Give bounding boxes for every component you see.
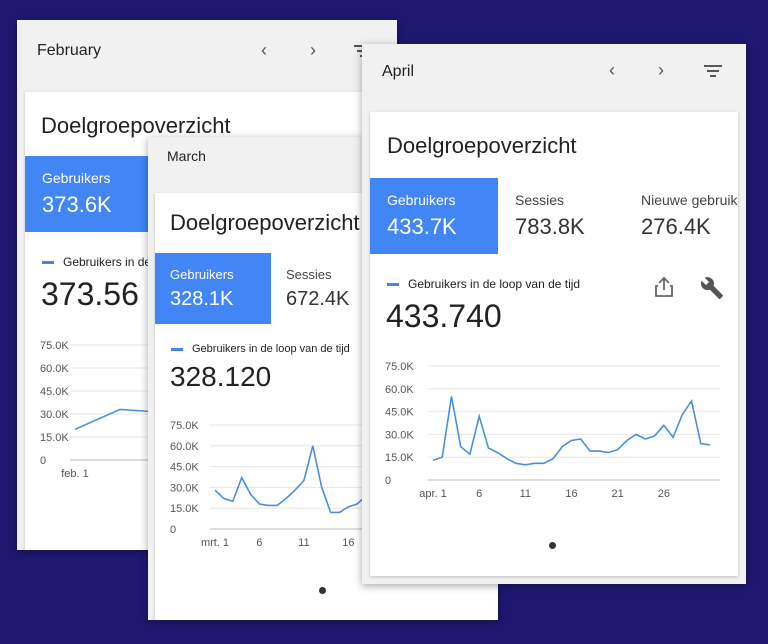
legend-label: Gebruikers in de loop van de tijd (192, 343, 350, 355)
users-line-chart: 75.0K 60.0K 45.0K 30.0K 15.0K 0 apr. 1 6 11 16 21 2… (385, 361, 720, 500)
legend-label: Gebruikers in de loop van de tijd (408, 277, 581, 291)
x-tick-label: 6 (256, 537, 262, 549)
y-tick-label: 30.0K (170, 482, 199, 494)
card-title: Doelgroepoverzicht (387, 133, 577, 158)
series-line-users (214, 445, 376, 514)
card-title: Doelgroepoverzicht (170, 210, 360, 235)
tab-label: Sessies (515, 192, 565, 208)
x-tick-label: 11 (520, 488, 531, 500)
metric-value: 373.56 (41, 276, 139, 312)
february-header: February ‹ › (17, 20, 397, 85)
y-tick-label: 60.0K (385, 384, 414, 396)
month-label: February (37, 42, 102, 59)
x-tick-label: 11 (298, 537, 309, 549)
tab-value: 373.6K (42, 192, 112, 217)
page-indicator-dot[interactable] (319, 587, 326, 594)
tab-users[interactable]: Gebruikers 433.7K (370, 178, 498, 254)
x-tick-label: 26 (658, 488, 670, 500)
metric-value: 433.740 (386, 298, 502, 334)
y-tick-label: 15.0K (385, 452, 414, 464)
y-tick-label: 60.0K (40, 363, 69, 375)
x-tick-label: apr. 1 (419, 488, 447, 500)
chevron-right-icon[interactable]: › (658, 60, 664, 80)
y-tick-label: 75.0K (40, 340, 69, 352)
card-title: Doelgroepoverzicht (41, 113, 231, 138)
april-panel: April ‹ › Doelgroepoverzicht Gebruikers … (362, 44, 746, 584)
share-icon[interactable] (654, 276, 674, 298)
y-tick-label: 15.0K (40, 432, 69, 444)
y-tick-label: 30.0K (385, 429, 414, 441)
x-tick-label: mrt. 1 (201, 537, 229, 549)
tab-value: 672.4K (286, 288, 350, 310)
tab-value: 433.7K (387, 214, 457, 239)
tab-label: Gebruikers (42, 170, 111, 186)
tab-sessions[interactable]: Sessies 783.8K (498, 178, 624, 254)
x-tick-label: 6 (476, 488, 482, 500)
legend-swatch (387, 282, 399, 286)
y-tick-label: 75.0K (385, 361, 414, 373)
series-line-users (432, 396, 711, 466)
legend-swatch (42, 260, 54, 264)
y-tick-label: 0 (40, 455, 46, 467)
y-tick-label: 75.0K (170, 420, 199, 432)
chevron-left-icon[interactable]: ‹ (261, 40, 267, 60)
y-tick-label: 0 (385, 475, 391, 487)
month-label: March (167, 148, 206, 164)
y-tick-label: 45.0K (170, 462, 199, 474)
users-line-chart: 75.0K 60.0K 45.0K 30.0K 15.0K 0 mrt. 1 6 11 16 (170, 420, 498, 549)
x-tick-label: feb. 1 (61, 468, 89, 480)
wrench-icon[interactable] (700, 276, 724, 300)
y-tick-label: 45.0K (385, 407, 414, 419)
chart-legend: Gebruikers in de loop van de tijd (171, 343, 350, 355)
tab-label: Gebruikers (387, 192, 456, 208)
tab-label: Sessies (286, 267, 332, 282)
tab-value: 328.1K (170, 288, 234, 310)
tab-label: Nieuwe gebruik (641, 192, 738, 208)
filter-icon[interactable] (703, 62, 723, 80)
tab-label: Gebruikers (170, 267, 234, 282)
month-label: April (382, 63, 415, 80)
page-indicator-dot[interactable] (549, 542, 556, 549)
legend-swatch (171, 347, 183, 351)
x-tick-label: 21 (612, 488, 624, 500)
march-header: March (148, 137, 498, 187)
y-tick-label: 15.0K (170, 503, 199, 515)
x-tick-label: 16 (565, 488, 577, 500)
tab-sessions[interactable]: Sessies 672.4K (271, 253, 391, 324)
metric-value: 328.120 (170, 361, 272, 392)
tab-value: 783.8K (515, 214, 585, 239)
tab-new-users[interactable]: Nieuwe gebruik 276.4K (624, 178, 738, 254)
audience-card: Doelgroepoverzicht Gebruikers 433.7K Ses… (370, 112, 738, 576)
y-tick-label: 60.0K (170, 441, 199, 453)
tab-users[interactable]: Gebruikers 328.1K (155, 253, 271, 324)
x-tick-label: 16 (342, 537, 354, 549)
y-tick-label: 30.0K (40, 409, 69, 421)
tab-value: 276.4K (641, 214, 711, 239)
chevron-right-icon[interactable]: › (310, 40, 316, 60)
april-header: April ‹ › (362, 44, 746, 104)
chevron-left-icon[interactable]: ‹ (609, 60, 615, 80)
y-tick-label: 45.0K (40, 386, 69, 398)
tab-users[interactable]: Gebruikers 373.6K (25, 156, 151, 232)
chart-legend: Gebruikers in de loop van de tijd (387, 277, 580, 291)
y-tick-label: 0 (170, 524, 176, 536)
